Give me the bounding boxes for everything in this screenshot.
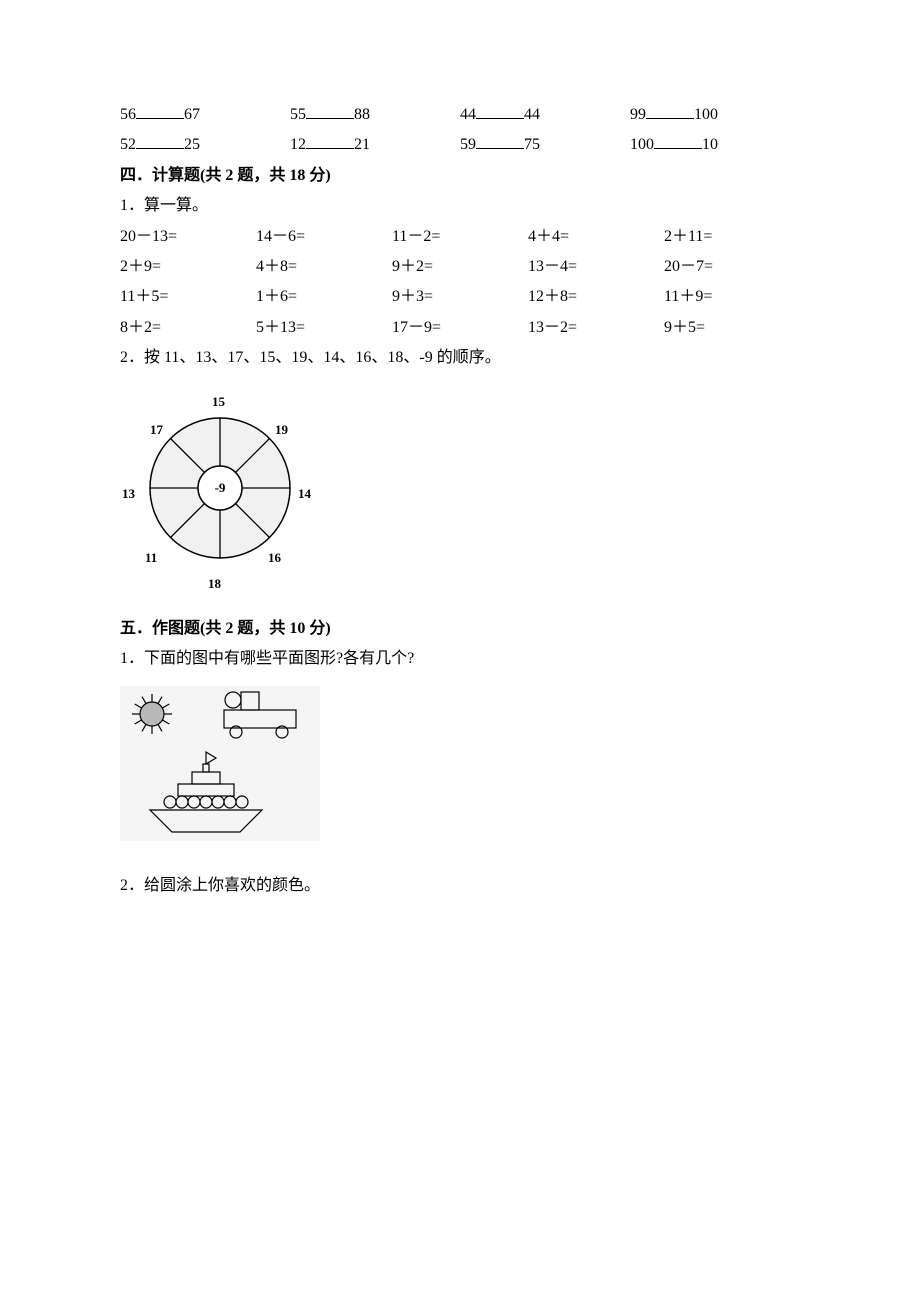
section4-q2-label: 2．按 11、13、17、15、19、14、16、18、-9 的顺序。 bbox=[120, 343, 800, 373]
calc-cell: 20－7= bbox=[664, 252, 800, 282]
calc-cell: 9＋5= bbox=[664, 313, 800, 343]
page: 5667 5588 4444 99100 5225 1221 5975 1001… bbox=[100, 0, 820, 962]
calc-cell: 1＋6= bbox=[256, 282, 392, 312]
calc-cell: 5＋13= bbox=[256, 313, 392, 343]
compare-row-2: 5225 1221 5975 10010 bbox=[120, 130, 800, 160]
calc-cell: 20－13= bbox=[120, 222, 256, 252]
calc-cell: 12＋8= bbox=[528, 282, 664, 312]
section5-heading: 五．作图题(共 2 题，共 10 分) bbox=[120, 614, 800, 644]
compare-cell: 99100 bbox=[630, 100, 800, 130]
wheel-label: 15 bbox=[212, 390, 225, 415]
wheel-label: 11 bbox=[145, 546, 157, 571]
wheel-label: 14 bbox=[298, 482, 311, 507]
section4-q1-label: 1．算一算。 bbox=[120, 191, 800, 221]
section5-q1-label: 1．下面的图中有哪些平面图形?各有几个? bbox=[120, 644, 800, 674]
calc-cell: 4＋8= bbox=[256, 252, 392, 282]
compare-cell: 10010 bbox=[630, 130, 800, 160]
compare-cell: 4444 bbox=[460, 100, 630, 130]
section4-heading: 四．计算题(共 2 题，共 18 分) bbox=[120, 161, 800, 191]
compare-cell: 1221 bbox=[290, 130, 460, 160]
calc-grid: 20－13= 14－6= 11－2= 4＋4= 2＋11= 2＋9= 4＋8= … bbox=[120, 222, 800, 344]
wheel-diagram: -9 15 19 14 16 18 11 13 17 bbox=[120, 384, 800, 594]
wheel-label: 18 bbox=[208, 572, 221, 597]
calc-cell: 11＋9= bbox=[664, 282, 800, 312]
calc-cell: 9＋3= bbox=[392, 282, 528, 312]
calc-cell: 11＋5= bbox=[120, 282, 256, 312]
calc-cell: 9＋2= bbox=[392, 252, 528, 282]
compare-cell: 5975 bbox=[460, 130, 630, 160]
calc-cell: 13－2= bbox=[528, 313, 664, 343]
wheel-label: 17 bbox=[150, 418, 163, 443]
wheel-label: 13 bbox=[122, 482, 135, 507]
calc-cell: 17－9= bbox=[392, 313, 528, 343]
calc-cell: 11－2= bbox=[392, 222, 528, 252]
calc-cell: 8＋2= bbox=[120, 313, 256, 343]
calc-cell: 13－4= bbox=[528, 252, 664, 282]
calc-cell: 2＋9= bbox=[120, 252, 256, 282]
calc-cell: 2＋11= bbox=[664, 222, 800, 252]
compare-row-1: 5667 5588 4444 99100 bbox=[120, 100, 800, 130]
compare-cell: 5667 bbox=[120, 100, 290, 130]
calc-cell: 14－6= bbox=[256, 222, 392, 252]
section5-q2-label: 2．给圆涂上你喜欢的颜色。 bbox=[120, 871, 800, 901]
shapes-figure bbox=[120, 686, 800, 841]
wheel-label: 16 bbox=[268, 546, 281, 571]
compare-cell: 5225 bbox=[120, 130, 290, 160]
compare-cell: 5588 bbox=[290, 100, 460, 130]
calc-cell: 4＋4= bbox=[528, 222, 664, 252]
svg-text:-9: -9 bbox=[215, 480, 226, 495]
wheel-label: 19 bbox=[275, 418, 288, 443]
